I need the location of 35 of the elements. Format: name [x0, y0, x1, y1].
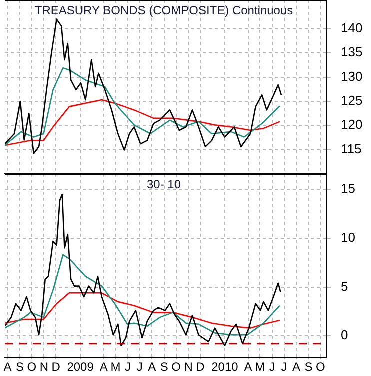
x-tick-label: J	[269, 360, 276, 374]
x-tick-label: D	[196, 360, 206, 374]
y-tick-label: 15	[341, 181, 356, 196]
x-tick-label: 2010	[212, 360, 239, 374]
x-tick-label: 2009	[67, 360, 94, 374]
x-tick-label: M	[110, 360, 121, 374]
x-tick-label: O	[316, 360, 326, 374]
x-tick-label: J	[125, 360, 132, 374]
chart-title: TREASURY BONDS (COMPOSITE) Continuous	[34, 3, 294, 18]
y-tick-label: 0	[341, 328, 348, 343]
x-tick-label: N	[40, 360, 48, 374]
y-tick-label: 125	[341, 93, 363, 108]
x-tick-label: A	[244, 360, 252, 374]
x-tick-label: S	[160, 360, 168, 374]
y-tick-label: 135	[341, 44, 363, 60]
y-tick-label: 115	[341, 141, 362, 156]
x-tick-label: M	[255, 360, 266, 374]
x-tick-label: A	[292, 360, 301, 374]
x-tick-label: A	[100, 360, 108, 374]
x-tick-label: A	[4, 360, 12, 374]
x-tick-label: D	[52, 360, 61, 374]
x-tick-label: S	[16, 360, 24, 374]
x-tick-label: S	[304, 360, 313, 374]
x-tick-label: J	[281, 360, 288, 374]
y-tick-label: 10	[341, 230, 356, 246]
x-tick-label: N	[184, 360, 193, 374]
y-tick-label: 5	[341, 278, 348, 294]
y-tick-label: 130	[341, 68, 363, 84]
chart-title: 30- 10	[146, 177, 182, 192]
x-tick-label: O	[27, 360, 37, 374]
x-tick-label: O	[172, 360, 181, 374]
y-tick-label: 120	[341, 117, 363, 132]
y-tick-label: 140	[341, 20, 363, 36]
x-tick-label: J	[136, 360, 143, 374]
x-tick-label: A	[148, 360, 156, 374]
